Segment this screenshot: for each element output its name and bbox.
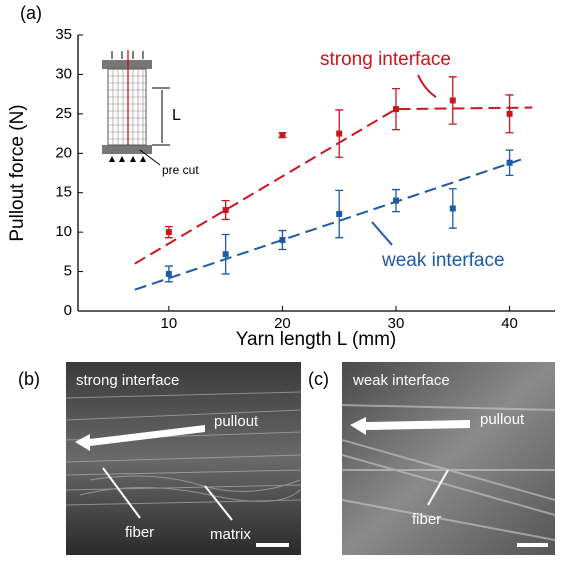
point <box>279 132 286 139</box>
y-tick-label: 35 <box>55 26 72 43</box>
image-label: fiber <box>125 524 154 541</box>
annotation-arrow <box>417 74 437 98</box>
scale-bar <box>517 543 548 547</box>
x-tick-label: 20 <box>274 315 291 332</box>
point <box>506 159 513 166</box>
image-label: pullout <box>480 411 525 428</box>
image-label: fiber <box>412 511 441 528</box>
y-axis-label: Pullout force (N) <box>7 104 28 241</box>
point <box>506 110 513 117</box>
point <box>393 197 399 204</box>
point <box>165 229 172 236</box>
y-tick-label: 30 <box>55 65 72 82</box>
fit-line <box>134 106 533 265</box>
image-label: matrix <box>210 526 251 543</box>
label-arrow <box>204 485 233 521</box>
sem-image <box>342 362 555 555</box>
point <box>222 251 229 258</box>
label-arrow <box>102 467 141 519</box>
image-label: pullout <box>214 413 259 430</box>
image-caption: weak interface <box>352 372 450 389</box>
point <box>449 205 456 212</box>
point <box>336 130 343 137</box>
point <box>279 237 286 244</box>
label-arrow <box>427 469 449 506</box>
sem-image <box>66 362 301 555</box>
x-tick-label: 30 <box>388 315 405 332</box>
inset-note: pre cut <box>162 163 199 177</box>
pullout-arrow <box>350 417 470 435</box>
y-tick-label: 0 <box>64 302 72 319</box>
image-caption: strong interface <box>76 372 179 389</box>
annotation-arrow <box>371 221 393 246</box>
x-tick-label: 40 <box>501 315 518 332</box>
x-tick-label: 10 <box>161 315 178 332</box>
scale-bar <box>256 543 289 547</box>
series-annotation: weak interface <box>381 250 505 271</box>
y-tick-label: 15 <box>55 184 72 201</box>
y-tick-label: 5 <box>64 263 72 280</box>
panel-label: (b) <box>18 369 40 389</box>
y-tick-label: 10 <box>55 223 72 240</box>
inset-schematic <box>102 50 170 166</box>
y-tick-label: 20 <box>55 144 72 161</box>
point <box>222 207 229 214</box>
inset-dimension: L <box>172 107 181 124</box>
point <box>336 211 343 218</box>
point <box>449 97 456 104</box>
panel-label: (c) <box>308 369 329 389</box>
point <box>165 270 172 277</box>
x-axis-label: Yarn length L (mm) <box>236 329 397 350</box>
point <box>393 106 399 113</box>
fit-line <box>134 158 522 291</box>
series-annotation: strong interface <box>320 49 451 70</box>
panel-label: (a) <box>20 3 42 23</box>
pullout-arrow <box>75 425 205 451</box>
y-tick-label: 25 <box>55 105 72 122</box>
